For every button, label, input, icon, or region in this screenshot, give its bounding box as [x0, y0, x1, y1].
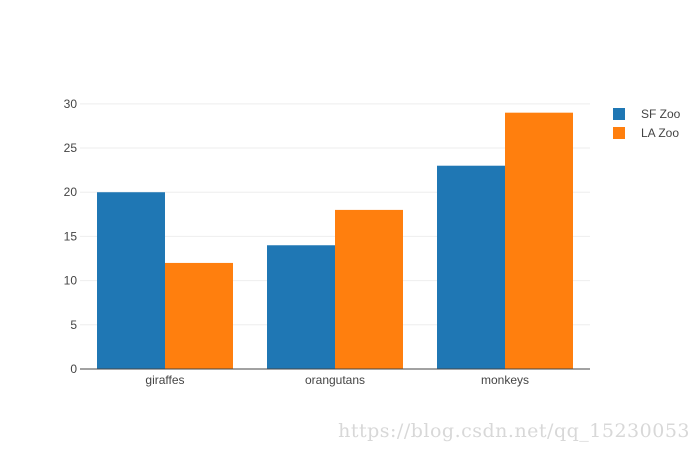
watermark-url: https://blog.csdn.net/qq_15230053 — [338, 420, 690, 442]
y-tick-label: 0 — [70, 362, 77, 376]
y-tick-label: 20 — [64, 185, 78, 199]
x-tick-label: orangutans — [305, 373, 365, 387]
y-tick-label: 30 — [64, 97, 78, 111]
bar-sf-zoo-monkeys[interactable] — [437, 165, 505, 369]
y-tick-label: 10 — [64, 274, 78, 288]
y-tick-label: 25 — [64, 141, 78, 155]
bar-sf-zoo-giraffes[interactable] — [97, 192, 165, 369]
bar-la-zoo-giraffes[interactable] — [165, 262, 233, 369]
legend-swatch — [613, 127, 625, 139]
x-tick-label: giraffes — [145, 373, 184, 387]
legend[interactable]: SF Zoo LA Zoo — [613, 107, 681, 140]
y-tick-label: 15 — [64, 229, 78, 243]
legend-item-sf-zoo[interactable]: SF Zoo — [613, 107, 681, 121]
legend-swatch — [613, 108, 625, 120]
y-axis-ticks: 0 5 10 15 20 25 30 — [64, 97, 78, 376]
x-tick-label: monkeys — [481, 373, 529, 387]
x-axis-ticks: giraffes orangutans monkeys — [145, 373, 529, 387]
legend-label: SF Zoo — [641, 107, 681, 121]
legend-label: LA Zoo — [641, 126, 679, 140]
bar-la-zoo-monkeys[interactable] — [505, 112, 573, 369]
bar-la-zoo-orangutans[interactable] — [335, 209, 403, 369]
bar-sf-zoo-orangutans[interactable] — [267, 245, 335, 369]
legend-item-la-zoo[interactable]: LA Zoo — [613, 126, 679, 140]
y-tick-label: 5 — [70, 318, 77, 332]
bars — [97, 112, 573, 369]
